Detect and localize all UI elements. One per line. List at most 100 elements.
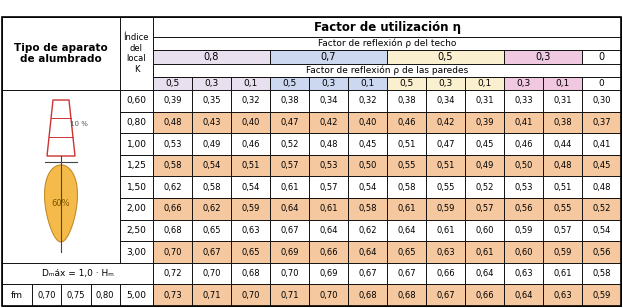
Text: 0,45: 0,45 (358, 140, 377, 148)
Bar (426, 263, 465, 284)
Text: 0,53: 0,53 (163, 140, 182, 148)
Text: 1,25: 1,25 (126, 161, 146, 170)
Bar (582, 77, 621, 90)
Text: 0,47: 0,47 (436, 140, 455, 148)
Bar (153, 111, 192, 133)
Text: 3,00: 3,00 (126, 248, 146, 257)
Bar (2, 284, 32, 306)
Text: 0,71: 0,71 (202, 291, 221, 300)
Text: 0,47: 0,47 (280, 118, 299, 127)
Bar (153, 133, 192, 155)
Bar (270, 241, 309, 263)
Bar (153, 77, 192, 90)
Bar (465, 220, 504, 241)
Bar (192, 133, 231, 155)
Text: 0,64: 0,64 (475, 269, 494, 278)
Text: 0,59: 0,59 (592, 291, 611, 300)
Text: 0,61: 0,61 (319, 204, 338, 213)
Bar (309, 111, 348, 133)
Text: 0,32: 0,32 (241, 96, 260, 105)
Text: 0,62: 0,62 (202, 204, 221, 213)
Bar (582, 176, 621, 198)
Text: 0,68: 0,68 (163, 226, 182, 235)
Bar (153, 263, 192, 284)
Text: 0,46: 0,46 (397, 118, 416, 127)
Text: 0,3: 0,3 (204, 79, 219, 88)
Text: Factor de reflexión ρ de las paredes: Factor de reflexión ρ de las paredes (306, 66, 468, 75)
Bar (192, 220, 231, 241)
Bar (465, 77, 504, 90)
Bar (426, 198, 465, 220)
Text: 0,3: 0,3 (535, 52, 551, 62)
Text: 0,72: 0,72 (163, 269, 182, 278)
Bar (426, 284, 465, 306)
Text: 0,32: 0,32 (358, 96, 377, 105)
Bar (504, 77, 543, 90)
Text: 0,38: 0,38 (280, 96, 299, 105)
Text: 0,43: 0,43 (202, 118, 221, 127)
Text: 0,63: 0,63 (241, 226, 260, 235)
Text: 0,1: 0,1 (555, 79, 569, 88)
Bar (120, 241, 153, 263)
Bar (465, 90, 504, 111)
Text: 10 %: 10 % (70, 121, 88, 128)
Text: 0,59: 0,59 (515, 226, 533, 235)
Bar (543, 263, 582, 284)
Bar (426, 133, 465, 155)
Text: 5,00: 5,00 (126, 291, 146, 300)
Bar (387, 133, 426, 155)
Text: 0,61: 0,61 (475, 248, 494, 257)
Bar (231, 176, 270, 198)
Bar (309, 220, 348, 241)
Text: 0,56: 0,56 (514, 204, 533, 213)
Bar (543, 198, 582, 220)
Bar (348, 90, 387, 111)
Text: 0,57: 0,57 (553, 226, 572, 235)
Text: 1,50: 1,50 (126, 183, 146, 192)
Text: 0,5: 0,5 (282, 79, 297, 88)
Bar (61, 284, 90, 306)
Text: 60%: 60% (52, 199, 70, 208)
Bar (270, 155, 309, 176)
Bar (231, 111, 270, 133)
Text: 0,54: 0,54 (202, 161, 221, 170)
Text: 0,5: 0,5 (438, 52, 454, 62)
Text: 0,65: 0,65 (397, 248, 416, 257)
Text: 0,55: 0,55 (397, 161, 416, 170)
Text: 0,8: 0,8 (204, 52, 219, 62)
Text: 0,41: 0,41 (515, 118, 533, 127)
Bar (426, 77, 465, 90)
Bar (231, 220, 270, 241)
Text: 0,64: 0,64 (514, 291, 533, 300)
Text: 0,68: 0,68 (241, 269, 260, 278)
Text: 0,49: 0,49 (202, 140, 221, 148)
Text: 0,67: 0,67 (436, 291, 455, 300)
Text: 0,68: 0,68 (397, 291, 416, 300)
Bar (231, 90, 270, 111)
Bar (504, 111, 543, 133)
Text: 0,80: 0,80 (126, 118, 146, 127)
Bar (153, 90, 192, 111)
Text: 0,63: 0,63 (436, 248, 455, 257)
Text: 0,34: 0,34 (436, 96, 455, 105)
Text: 0,52: 0,52 (475, 183, 493, 192)
Text: 0,59: 0,59 (436, 204, 455, 213)
Text: 0,1: 0,1 (360, 79, 374, 88)
Text: 0,60: 0,60 (475, 226, 494, 235)
Bar (504, 284, 543, 306)
Bar (465, 155, 504, 176)
Bar (153, 37, 621, 50)
Bar (387, 90, 426, 111)
Bar (543, 176, 582, 198)
Text: Tipo de aparato
de alumbrado: Tipo de aparato de alumbrado (14, 43, 108, 64)
Text: 0,56: 0,56 (592, 248, 611, 257)
Text: 2,50: 2,50 (126, 226, 146, 235)
Bar (387, 284, 426, 306)
Text: 0,60: 0,60 (126, 96, 146, 105)
Text: 0,80: 0,80 (96, 291, 115, 300)
Bar (120, 90, 153, 111)
Text: 0,38: 0,38 (553, 118, 572, 127)
Bar (582, 133, 621, 155)
Text: 0,64: 0,64 (280, 204, 299, 213)
Text: fm: fm (11, 291, 23, 300)
